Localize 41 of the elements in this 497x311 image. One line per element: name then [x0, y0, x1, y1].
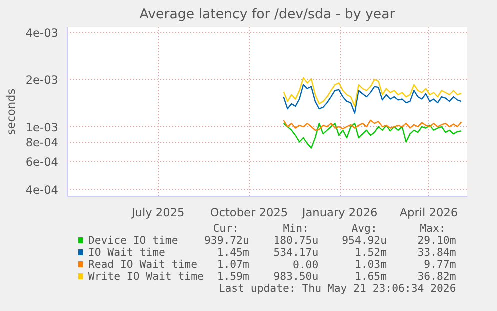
line-series [283, 84, 462, 114]
text: Min: [283, 222, 309, 235]
text: 534.17u [274, 246, 319, 259]
text: 954.92u [342, 234, 388, 247]
text: 939.72u [204, 234, 250, 247]
text: 36.82m [418, 270, 456, 283]
text: 33.84m [418, 246, 456, 259]
text: 1.07m [217, 258, 250, 271]
y-tick-label: 2e-03 [26, 73, 59, 88]
text: 29.10m [418, 234, 456, 247]
x-tick-label: October 2025 [210, 206, 288, 220]
line-series [283, 77, 462, 108]
y-tick-label: 4e-04 [26, 182, 59, 197]
text: Max: [420, 222, 446, 235]
legend-label: Write IO Wait time [88, 270, 204, 283]
text: Avg: [352, 222, 378, 235]
text: 0.00 [292, 258, 319, 272]
y-tick-label: 8e-04 [26, 136, 59, 150]
y-tick-label: 4e-03 [26, 26, 59, 40]
legend-label: IO Wait time [88, 246, 166, 259]
text: 983.50u [274, 270, 319, 283]
text: 9.77m [424, 258, 456, 271]
x-tick-label: July 2025 [130, 206, 185, 220]
x-tick-label: January 2026 [301, 206, 378, 220]
text: 1.52m [354, 246, 388, 259]
y-axis-title: seconds [4, 88, 18, 136]
x-tick-label: April 2026 [400, 206, 458, 220]
legend-label: Read IO Wait time [88, 258, 198, 271]
text: 180.75u [274, 234, 319, 247]
line-series [283, 120, 462, 131]
text: 1.65m [354, 270, 388, 283]
legend-label: Device IO time [88, 234, 178, 247]
y-tick-label: 6e-04 [26, 155, 59, 170]
y-tick-label: 1e-03 [26, 120, 59, 134]
text: 1.03m [354, 258, 388, 271]
text: 1.45m [217, 246, 250, 259]
text: Last update: Thu May 21 23:06:34 2026 [218, 282, 456, 295]
text: Cur: [213, 222, 239, 235]
text: 1.59m [217, 270, 250, 283]
chart-title: Average latency for /dev/sda - by year [140, 8, 396, 22]
line-series [283, 122, 462, 149]
